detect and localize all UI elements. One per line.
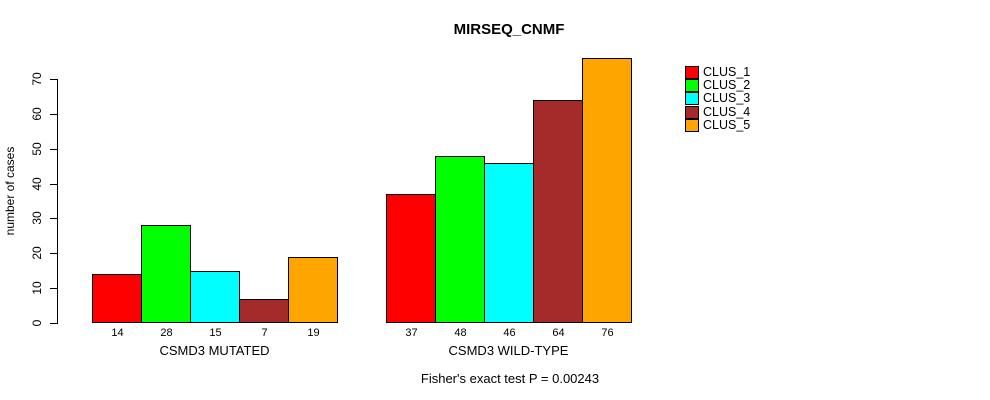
legend-label-clus_3: CLUS_3 (703, 91, 751, 105)
bar-clus_1-group1 (92, 274, 142, 323)
bar-clus_1-group2 (386, 194, 436, 323)
bar-value-label: 19 (307, 327, 320, 339)
y-axis-tick-label: 40 (30, 177, 44, 191)
y-axis-tick (50, 184, 57, 185)
bar-value-label: 48 (454, 327, 467, 339)
y-axis-tick (50, 253, 57, 254)
bar-clus_2-group1 (141, 225, 191, 323)
y-axis-tick (50, 323, 57, 324)
bar-value-label: 46 (503, 327, 516, 339)
bar-clus_3-group1 (190, 271, 240, 323)
bar-value-label: 37 (405, 327, 418, 339)
bar-clus_4-group2 (533, 100, 583, 323)
footer-annotation: Fisher's exact test P = 0.00243 (420, 371, 600, 386)
y-axis-line (57, 79, 58, 324)
legend-swatch-clus_3 (685, 92, 699, 105)
chart-title: MIRSEQ_CNMF (453, 21, 565, 38)
y-axis-tick-label: 0 (30, 319, 44, 327)
y-axis-tick-label: 30 (30, 211, 44, 225)
bar-value-label: 14 (111, 327, 124, 339)
bar-value-label: 7 (261, 327, 268, 339)
y-axis-tick-label: 70 (30, 72, 44, 86)
y-axis-tick (50, 288, 57, 289)
y-axis-label: number of cases (3, 146, 17, 236)
legend-swatch-clus_1 (685, 66, 699, 79)
bar-clus_3-group2 (484, 163, 534, 323)
legend-swatch-clus_4 (685, 106, 699, 119)
y-axis-tick-label: 10 (30, 281, 44, 295)
legend-swatch-clus_2 (685, 79, 699, 92)
legend-label-clus_1: CLUS_1 (703, 65, 751, 79)
bar-value-label: 64 (552, 327, 565, 339)
group-label-1: CSMD3 MUTATED (159, 343, 270, 358)
group-label-2: CSMD3 WILD-TYPE (448, 343, 569, 358)
bar-clus_5-group1 (288, 257, 338, 323)
y-axis-tick-label: 20 (30, 246, 44, 260)
bar-value-label: 15 (209, 327, 222, 339)
bar-clus_2-group2 (435, 156, 485, 323)
y-axis-tick (50, 218, 57, 219)
bar-value-label: 28 (160, 327, 173, 339)
legend-label-clus_2: CLUS_2 (703, 78, 751, 92)
y-axis-tick (50, 149, 57, 150)
legend-label-clus_5: CLUS_5 (703, 118, 751, 132)
legend-label-clus_4: CLUS_4 (703, 105, 751, 119)
y-axis-tick (50, 79, 57, 80)
bar-value-label: 76 (601, 327, 614, 339)
bar-clus_4-group1 (239, 299, 289, 323)
y-axis-tick-label: 60 (30, 107, 44, 121)
y-axis-tick (50, 114, 57, 115)
y-axis-tick-label: 50 (30, 142, 44, 156)
legend-swatch-clus_5 (685, 119, 699, 132)
bar-clus_5-group2 (582, 58, 632, 323)
